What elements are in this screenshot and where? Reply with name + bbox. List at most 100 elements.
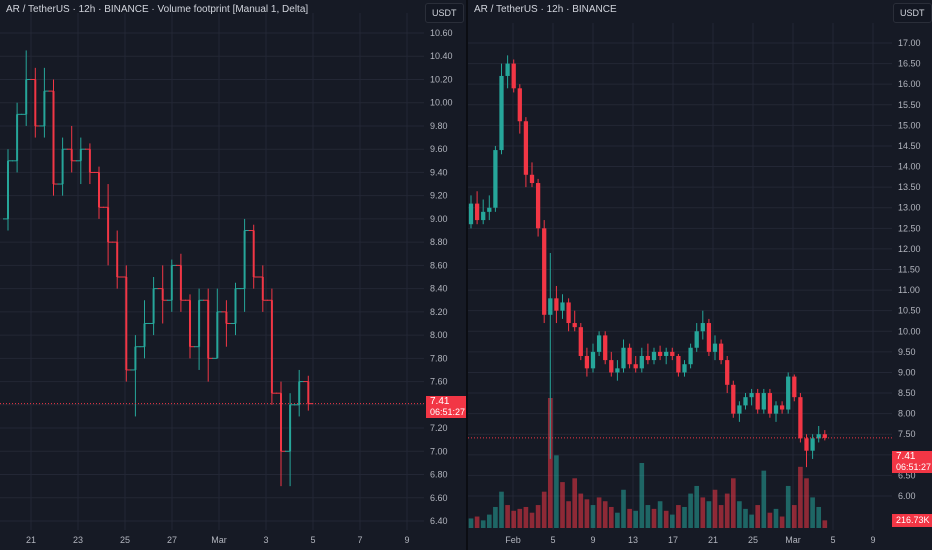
volume-bar — [572, 478, 578, 528]
price-axis-label: 8.50 — [898, 388, 916, 398]
candle-body — [198, 300, 201, 347]
price-axis-label: 9.00 — [898, 367, 916, 377]
volume-bar — [663, 510, 669, 528]
volume-bar — [523, 506, 529, 528]
volume-bar — [700, 497, 706, 528]
candle-body — [731, 384, 736, 414]
price-axis-label: 6.00 — [898, 491, 916, 501]
candle-body — [596, 335, 602, 352]
volume-bar — [773, 508, 779, 528]
volume-bar — [566, 501, 571, 528]
volume-bar — [718, 505, 724, 528]
volume-bar — [602, 501, 608, 528]
price-axis-label: 9.20 — [430, 191, 448, 201]
volume-bar — [499, 491, 504, 528]
volume-bar — [590, 505, 596, 528]
time-axis-label: 9 — [590, 535, 595, 545]
time-axis-label: 13 — [628, 535, 638, 545]
price-axis-label: 9.40 — [430, 167, 448, 177]
candle-body — [125, 277, 128, 370]
candle-body — [107, 207, 110, 243]
candle-body — [289, 404, 292, 452]
volume-bar — [657, 501, 663, 528]
candle-body — [761, 393, 766, 410]
time-axis-label: 3 — [263, 535, 268, 545]
left-chart-title: AR / TetherUS · 12h · BINANCE · Volume f… — [6, 4, 309, 15]
candle-body — [633, 364, 638, 369]
pane-divider[interactable] — [466, 0, 468, 550]
price-axis-label: 12.00 — [898, 244, 921, 254]
price-axis-label: 11.00 — [898, 285, 920, 295]
right-chart-pane[interactable]: 17.00 16.50 16.00 15.50 15.00 14.50 14.00 13.50… — [468, 0, 932, 550]
time-axis-label: 27 — [167, 535, 177, 545]
candle-body — [170, 265, 173, 301]
candle-body — [216, 311, 219, 359]
candle-body — [609, 360, 614, 373]
candle-body — [621, 347, 626, 369]
candle-body — [179, 265, 182, 301]
candle-body — [584, 355, 590, 369]
candle-body — [816, 434, 821, 439]
volume-bar — [645, 505, 651, 528]
volume-bar — [676, 505, 681, 528]
right-chart-svg[interactable]: 17.00 16.50 16.00 15.50 15.00 14.50 14.00 13.50… — [468, 0, 932, 550]
candle-body — [116, 242, 119, 277]
candle-body — [517, 88, 522, 122]
candle-body — [767, 393, 773, 414]
left-chart-svg[interactable]: 10.60 10.40 10.20 10.00 9.80 9.60 9.40 9.20 9.00… — [0, 0, 466, 550]
price-axis-label: 10.00 — [430, 98, 453, 108]
candle-body — [566, 302, 571, 324]
volume-bar — [816, 506, 822, 528]
price-axis-label: 8.00 — [898, 409, 916, 419]
candle-body — [52, 91, 55, 185]
candle-body — [207, 300, 210, 359]
time-axis-label: 21 — [26, 535, 36, 545]
volume-bar — [554, 455, 559, 528]
price-axis-label: 15.50 — [898, 100, 921, 110]
right-chart-title: AR / TetherUS · 12h · BINANCE — [474, 4, 617, 15]
candle-body — [639, 355, 644, 369]
right-current-price-tag: 7.41 06:51:27 — [892, 451, 932, 473]
price-axis-label: 8.60 — [430, 260, 448, 270]
candle-body — [34, 79, 37, 126]
time-axis-label: Feb — [505, 535, 521, 545]
candle-body — [535, 183, 541, 229]
time-axis-label: Mar — [785, 535, 801, 545]
volume-bar — [737, 501, 742, 528]
candle-body — [627, 347, 632, 365]
candle-body — [560, 302, 565, 311]
price-axis-label: 15.00 — [898, 120, 921, 130]
price-axis-label: 8.20 — [430, 307, 448, 317]
volume-bar — [517, 508, 523, 528]
candle-body — [786, 376, 791, 410]
volume-bar — [712, 489, 718, 528]
candle-body — [578, 327, 583, 356]
price-axis-label: 16.00 — [898, 79, 921, 89]
price-axis-label: 7.80 — [430, 353, 448, 363]
time-axis-label: 25 — [120, 535, 130, 545]
volume-bar — [505, 505, 510, 528]
candle-body — [749, 393, 754, 398]
candle-body — [43, 91, 46, 126]
volume-bar — [767, 512, 773, 528]
volume-bar — [560, 482, 565, 528]
left-currency-button[interactable]: USDT — [425, 3, 464, 23]
candle-body — [280, 393, 282, 452]
right-volume-tag: 216.73K — [892, 514, 932, 527]
candle-body — [645, 355, 651, 361]
candle-body — [603, 335, 608, 361]
candle-body — [657, 351, 663, 356]
price-axis-label: 8.80 — [430, 237, 448, 247]
time-axis-label: 17 — [668, 535, 678, 545]
volume-bar — [810, 497, 815, 528]
candle-body — [252, 230, 255, 277]
candle-body — [261, 277, 264, 301]
candle-body — [7, 160, 9, 219]
candle-body — [743, 397, 748, 406]
right-currency-button[interactable]: USDT — [893, 3, 932, 23]
price-axis-label: 7.20 — [430, 423, 448, 433]
left-chart-pane[interactable]: 10.60 10.40 10.20 10.00 9.80 9.60 9.40 9.20 9.00… — [0, 0, 466, 550]
volume-bar — [535, 505, 541, 528]
price-axis-label: 6.40 — [430, 516, 448, 526]
candle-body — [511, 63, 516, 89]
